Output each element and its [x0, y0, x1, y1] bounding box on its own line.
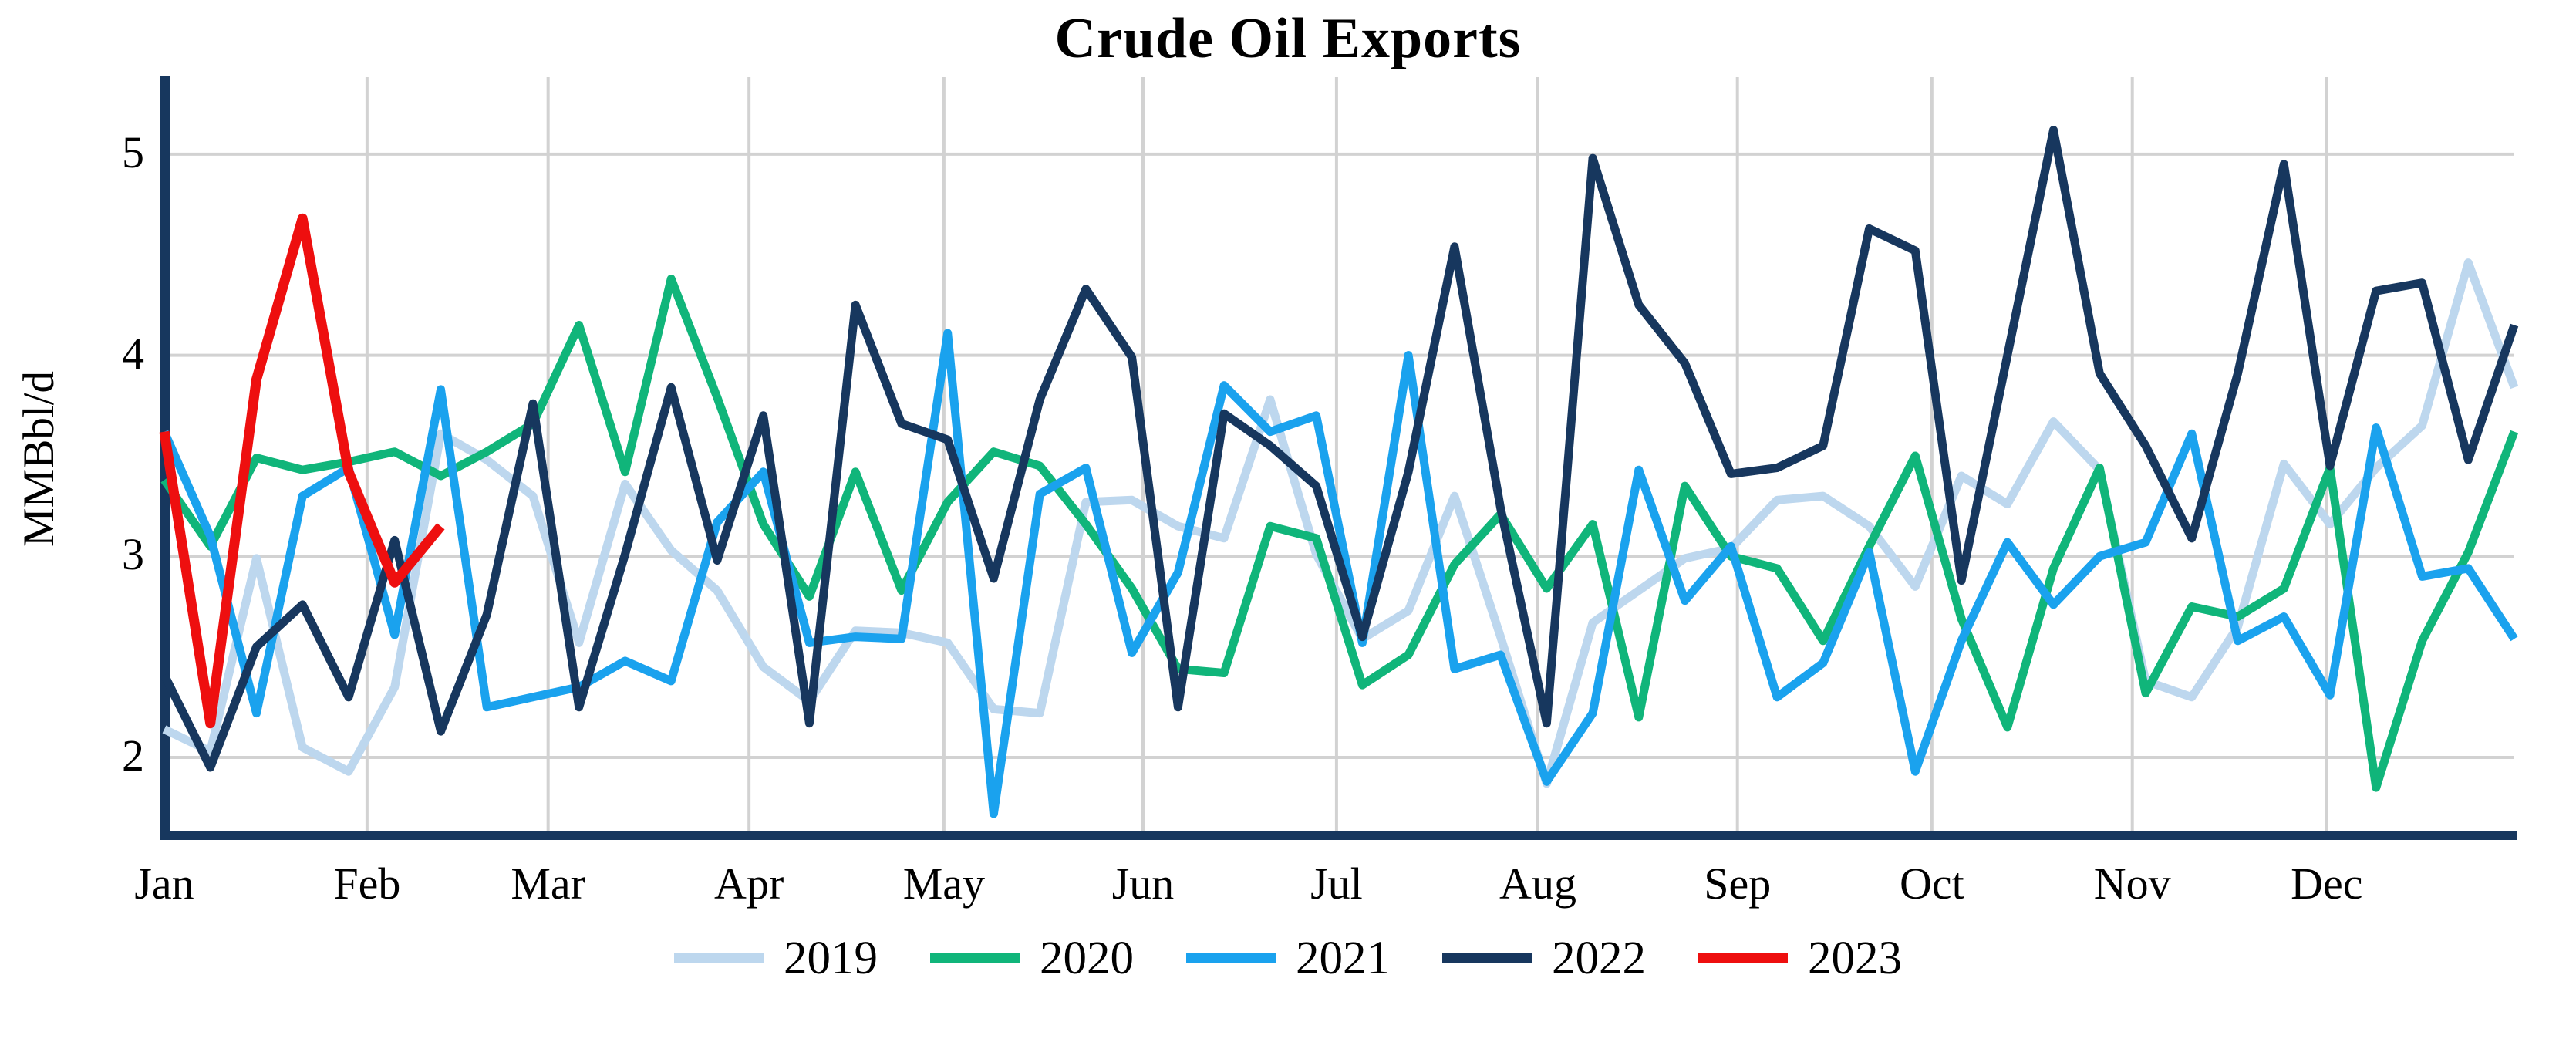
- x-tick-label-aug: Aug: [1499, 858, 1576, 909]
- legend-label-2022: 2022: [1552, 933, 1646, 984]
- chart-title: Crude Oil Exports: [1054, 7, 1522, 70]
- series-line-2020: [160, 275, 2519, 792]
- x-tick-label-sep: Sep: [1704, 858, 1772, 909]
- legend-swatch-2021: [1186, 953, 1276, 963]
- legend-item-2023: 2023: [1698, 935, 1902, 982]
- series-line-2022: [160, 126, 2519, 772]
- axes: [160, 76, 2517, 840]
- legend-label-2020: 2020: [1040, 933, 1134, 984]
- y-tick-label: 5: [122, 126, 144, 177]
- legend-label-2021: 2021: [1296, 933, 1390, 984]
- x-tick-label-may: May: [902, 858, 986, 909]
- legend-swatch-2020: [930, 953, 1020, 963]
- legend-swatch-2019: [674, 953, 764, 963]
- y-tick-label: 3: [122, 529, 144, 580]
- x-tick-label-nov: Nov: [2093, 858, 2171, 909]
- legend-swatch-2023: [1698, 953, 1788, 963]
- legend-swatch-2022: [1442, 953, 1532, 963]
- x-tick-label-jan: Jan: [134, 858, 194, 909]
- legend: 2019 2020 2021 2022 2023: [0, 935, 2576, 982]
- x-tick-label-jul: Jul: [1310, 858, 1363, 909]
- x-tick-label-dec: Dec: [2291, 858, 2363, 909]
- legend-item-2020: 2020: [930, 935, 1134, 982]
- x-tick-label-mar: Mar: [511, 858, 585, 909]
- legend-item-2019: 2019: [674, 935, 878, 982]
- legend-item-2022: 2022: [1442, 935, 1646, 982]
- legend-label-2019: 2019: [784, 933, 878, 984]
- y-tick-label: 2: [122, 730, 144, 781]
- series-line-2021: [160, 329, 2518, 818]
- series-line-2023: [159, 213, 445, 729]
- x-tick-label-oct: Oct: [1899, 858, 1964, 909]
- gridlines: [160, 77, 2514, 840]
- x-axis-line: [160, 831, 2517, 840]
- x-tick-label-feb: Feb: [333, 858, 401, 909]
- data-series: [159, 126, 2519, 818]
- x-tick-label-apr: Apr: [714, 858, 784, 909]
- y-tick-label: 4: [122, 328, 144, 379]
- legend-item-2021: 2021: [1186, 935, 1390, 982]
- x-tick-label-jun: Jun: [1111, 858, 1175, 909]
- legend-label-2023: 2023: [1808, 933, 1902, 984]
